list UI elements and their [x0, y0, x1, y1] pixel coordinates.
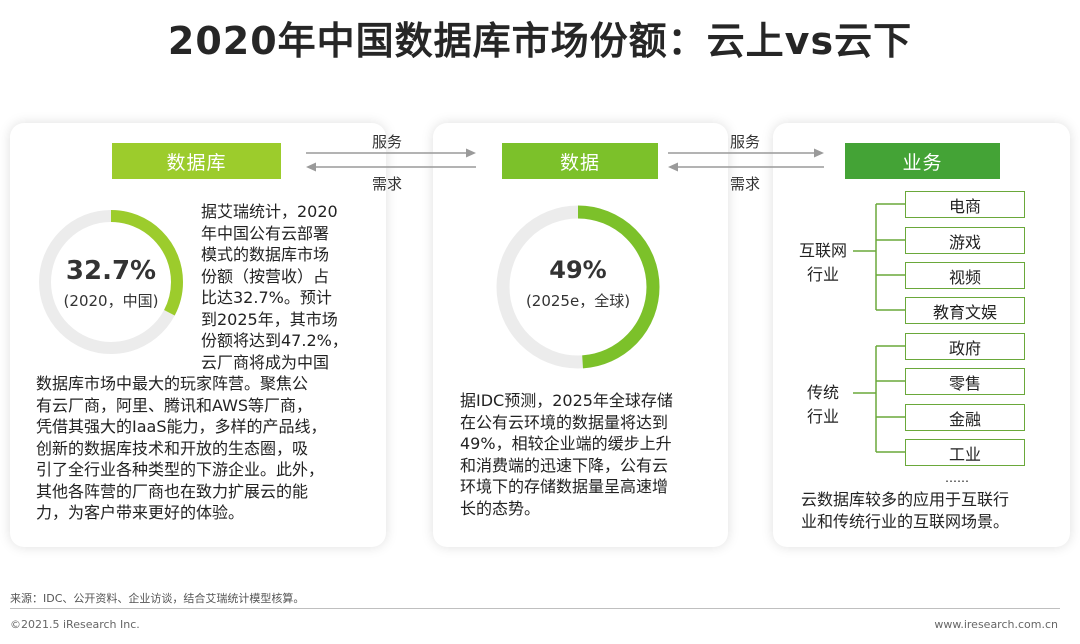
category-government: 政府 [905, 333, 1025, 360]
more-ellipsis: …… [945, 471, 969, 485]
donut-percent: 49% [549, 256, 607, 284]
text-line: 份额将达到47.2%， [201, 331, 348, 350]
copyright: ©2021.5 iResearch Inc. [10, 618, 140, 631]
traditional-industry-label: 传统 行业 [806, 383, 839, 426]
category-education-entertainment: 教育文娱 [905, 297, 1025, 324]
text-line: 数据库市场中最大的玩家阵营。聚焦公 [36, 374, 309, 393]
text-line: 力，为客户带来更好的体验。 [36, 503, 245, 522]
demand-label-left: 需求 [372, 175, 403, 193]
database-description-top: 据艾瑞统计，2020 年中国公有云部署 模式的数据库市场 份额（按营收）占 比达32.7… [201, 201, 381, 373]
business-header: 业务 [845, 143, 1000, 179]
donut-subtitle: (2020，中国) [63, 292, 159, 310]
text-line: 环境下的存储数据量呈高速增 [460, 477, 669, 496]
category-finance: 金融 [905, 404, 1025, 431]
serve-label-left: 服务 [372, 133, 403, 151]
donut-value-arc [496, 205, 660, 369]
serve-label-right: 服务 [730, 133, 761, 151]
category-gaming: 游戏 [905, 227, 1025, 254]
text-line: 在公有云环境的数据量将达到 [460, 412, 669, 432]
text-line: 长的态势。 [460, 498, 541, 518]
donut-percent: 32.7% [65, 256, 157, 286]
data-card [433, 123, 728, 547]
text-line: 有云厂商，阿里、腾讯和AWS等厂商， [36, 395, 313, 415]
database-description-bottom: 数据库市场中最大的玩家阵营。聚焦公 有云厂商，阿里、腾讯和AWS等厂商， 凭借其强大… [36, 373, 384, 524]
category-ecommerce: 电商 [905, 191, 1025, 218]
website-link[interactable]: www.iresearch.com.cn [934, 618, 1058, 631]
category-retail: 零售 [905, 368, 1025, 395]
database-header: 数据库 [112, 143, 281, 179]
text-line: 云厂商将成为中国 [201, 352, 330, 372]
donut-subtitle: (2025e，全球) [525, 292, 631, 310]
text-line: 模式的数据库市场 [201, 245, 330, 264]
category-industry: 工业 [905, 439, 1025, 466]
source-note: 来源：IDC、公开资料、企业访谈，结合艾瑞统计模型核算。 [10, 592, 305, 605]
page-title: 2020年中国数据库市场份额：云上vs云下 [167, 19, 913, 63]
category-video: 视频 [905, 262, 1025, 289]
footer-divider [10, 608, 1060, 609]
demand-label-right: 需求 [730, 175, 761, 193]
text-line: 创新的数据库技术和开放的生态圈，吸 [36, 438, 309, 458]
market-share-donut [39, 210, 183, 354]
text-line: 凭借其强大的IaaS能力，多样的产品线， [36, 417, 327, 436]
text-line: 据IDC预测，2025年全球存储 [460, 391, 673, 410]
data-description: 据IDC预测，2025年全球存储 在公有云环境的数据量将达到 49%，相较企业端的缓… [460, 390, 722, 519]
text-line: 和消费端的迅速下降，公有云 [460, 455, 669, 475]
donut-value-arc [39, 210, 183, 354]
data-header: 数据 [502, 143, 658, 179]
text-line: 比达32.7%。预计 [201, 288, 332, 307]
text-line: 据艾瑞统计，2020 [201, 202, 338, 221]
text-line: 49%，相较企业端的缓步上升 [460, 434, 672, 453]
text-line: 引了全行业各种类型的下游企业。此外， [36, 460, 325, 479]
text-line: 业和传统行业的互联网场景。 [801, 511, 1010, 531]
business-description: 云数据库较多的应用于互联行 业和传统行业的互联网场景。 [801, 489, 1063, 532]
text-line: 份额（按营收）占 [201, 266, 330, 286]
text-line: 其他各阵营的厂商也在致力扩展云的能 [36, 481, 309, 501]
text-line: 云数据库较多的应用于互联行 [801, 490, 1010, 509]
text-line: 年中国公有云部署 [201, 223, 330, 243]
cloud-data-donut [496, 205, 660, 369]
internet-industry-label: 互联网 行业 [798, 241, 847, 284]
text-line: 到2025年，其市场 [201, 309, 338, 329]
